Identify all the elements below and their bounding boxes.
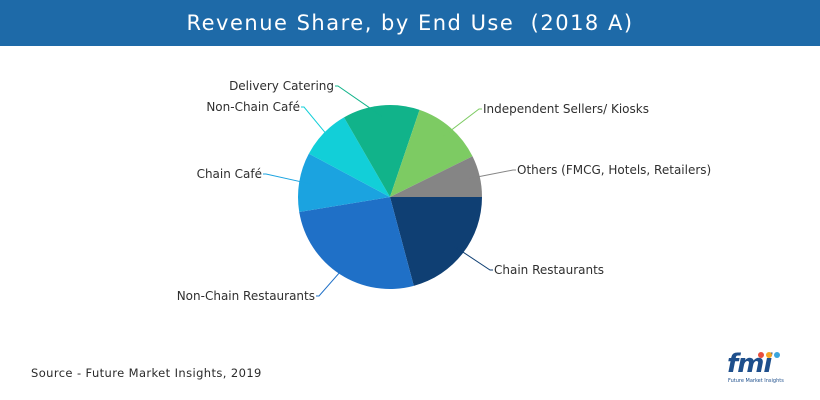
logo-dot-blue [774, 352, 780, 358]
pie-chart: Chain Restaurants Non-Chain Restaurants Ch… [177, 79, 712, 303]
logo-wordmark: fmi [727, 349, 772, 379]
pie-slice-non-chain-restaurants [299, 197, 414, 289]
slice-label-others-fmcg-hotels-retailers: Others (FMCG, Hotels, Retailers) [517, 163, 711, 177]
source-note: Source - Future Market Insights, 2019 [31, 366, 262, 380]
slice-label-delivery-catering: Delivery Catering [229, 79, 334, 93]
slice-label-non-chain-caf: Non-Chain Café [206, 100, 300, 114]
slice-label-chain-caf: Chain Café [197, 167, 262, 181]
leader-line-delivery-catering [335, 85, 383, 117]
fmi-logo: fmi Future Market Insights [727, 349, 785, 385]
title-bar: Revenue Share, by End Use (2018 A) [0, 0, 820, 46]
slice-label-non-chain-restaurants: Non-Chain Restaurants [177, 289, 315, 303]
leader-line-non-chain-restaurants [316, 264, 347, 297]
logo-dot-orange [766, 352, 772, 358]
leader-line-independent-sellers-kiosks [443, 108, 482, 137]
leader-line-chain-caf [263, 173, 311, 185]
pie-slice-chain-restaurants [390, 197, 482, 286]
pie-slice-chain-caf [298, 153, 390, 212]
pie-slice-others-fmcg-hotels-retailers [390, 156, 482, 197]
logo-dot-red [758, 352, 764, 358]
slice-label-independent-sellers-kiosks: Independent Sellers/ Kiosks [483, 102, 649, 116]
logo-tagline: Future Market Insights [728, 378, 784, 384]
chart-title: Revenue Share, by End Use (2018 A) [186, 11, 634, 35]
slice-label-chain-restaurants: Chain Restaurants [494, 263, 604, 277]
leader-line-non-chain-caf [301, 106, 333, 142]
pie-slice-independent-sellers-kiosks [390, 109, 473, 197]
leader-line-others-fmcg-hotels-retailers [468, 169, 516, 180]
pie-slice-delivery-catering [344, 105, 420, 197]
leader-line-chain-restaurants [453, 245, 493, 271]
